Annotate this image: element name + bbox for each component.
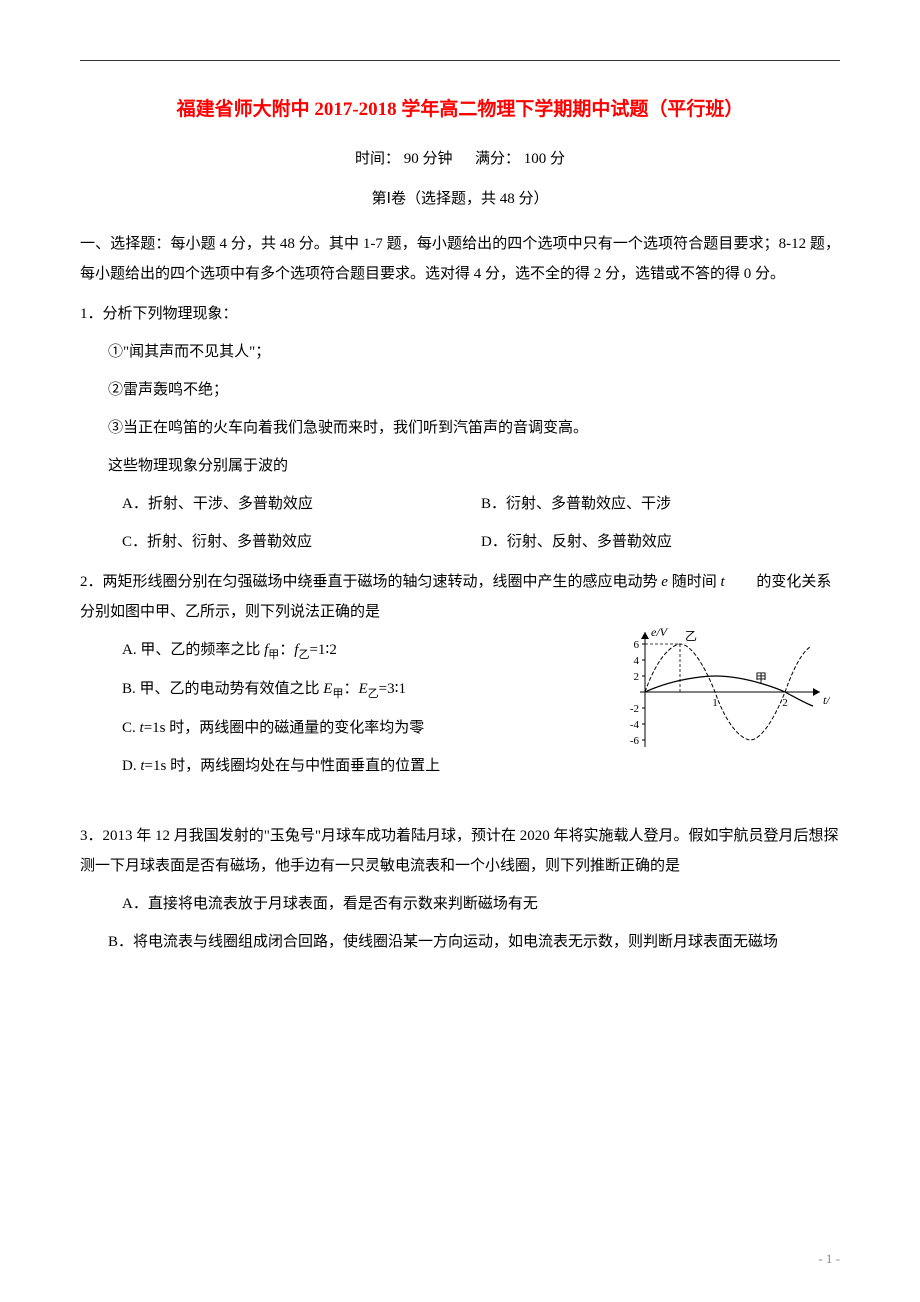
- q3-option-a: A．直接将电流表放于月球表面，看是否有示数来判断磁场有无: [80, 889, 840, 919]
- q2b-v2: E: [358, 681, 367, 697]
- question-1: 1．分析下列物理现象： ①"闻其声而不见其人"； ②雷声轰鸣不绝； ③当正在鸣笛…: [80, 299, 840, 557]
- svg-text:-4: -4: [630, 719, 640, 731]
- q1-stem: 1．分析下列物理现象：: [80, 299, 840, 329]
- q2a-s1: 甲: [268, 649, 279, 661]
- q2-var-t: t: [720, 574, 724, 590]
- q1-options-row-1: A．折射、干涉、多普勒效应 B．衍射、多普勒效应、干涉: [80, 489, 840, 519]
- svg-text:-6: -6: [630, 735, 640, 747]
- q1-option-c: C．折射、衍射、多普勒效应: [122, 527, 481, 557]
- section-label: 第Ⅰ卷（选择题，共 48 分）: [80, 184, 840, 214]
- q2-stem: 2．两矩形线圈分别在匀强磁场中绕垂直于磁场的轴匀速转动，线圈中产生的感应电动势 …: [80, 567, 840, 627]
- q3-option-b: B．将电流表与线圈组成闭合回路，使线圈沿某一方向运动，如电流表无示数，则判断月球…: [80, 927, 840, 957]
- q1-option-b: B．衍射、多普勒效应、干涉: [481, 489, 840, 519]
- instructions: 一、选择题：每小题 4 分，共 48 分。其中 1-7 题，每小题给出的四个选项…: [80, 229, 840, 289]
- time-label: 时间：: [355, 151, 400, 167]
- page-number: - 1 -: [818, 1246, 840, 1272]
- q2-var-e: e: [661, 574, 668, 590]
- svg-text:2: 2: [782, 697, 788, 709]
- q2-stem-text2: 随时间: [668, 574, 721, 590]
- svg-text:t/s: t/s: [823, 693, 830, 707]
- q2a-mid: ：: [279, 642, 294, 658]
- q2b-s1: 甲: [332, 688, 343, 700]
- q2a-post: =1∶2: [309, 642, 336, 658]
- q2a-s2: 乙: [298, 649, 309, 661]
- page-title: 福建省师大附中 2017-2018 学年高二物理下学期期中试题（平行班）: [80, 91, 840, 129]
- q2d-post: =1s 时，两线圈均处在与中性面垂直的位置上: [145, 758, 441, 774]
- svg-text:-2: -2: [630, 703, 639, 715]
- q1-option-d: D．衍射、反射、多普勒效应: [481, 527, 840, 557]
- q2a-pre: A. 甲、乙的频率之比: [122, 642, 264, 658]
- score-value: 100 分: [524, 151, 565, 167]
- score-label: 满分：: [475, 151, 520, 167]
- q2d-pre: D.: [122, 758, 140, 774]
- q1-item-2: ②雷声轰鸣不绝；: [80, 375, 840, 405]
- q1-options-row-2: C．折射、衍射、多普勒效应 D．衍射、反射、多普勒效应: [80, 527, 840, 557]
- svg-text:e/V: e/V: [651, 627, 669, 639]
- svg-text:乙: 乙: [685, 629, 697, 643]
- q1-item-3: ③当正在鸣笛的火车向着我们急驶而来时，我们听到汽笛声的音调变高。: [80, 413, 840, 443]
- exam-meta: 时间： 90 分钟 满分： 100 分: [80, 144, 840, 174]
- svg-text:1: 1: [712, 697, 718, 709]
- svg-text:4: 4: [634, 655, 640, 667]
- q2b-s2: 乙: [368, 688, 379, 700]
- svg-text:2: 2: [634, 671, 640, 683]
- q2b-mid: ：: [343, 681, 358, 697]
- q1-prompt: 这些物理现象分别属于波的: [80, 451, 840, 481]
- q2-chart: 6 4 2 -2 -4 -6 1 2: [615, 627, 830, 768]
- question-2: 2．两矩形线圈分别在匀强磁场中绕垂直于磁场的轴匀速转动，线圈中产生的感应电动势 …: [80, 567, 840, 781]
- svg-text:6: 6: [634, 639, 640, 651]
- top-divider: [80, 60, 840, 61]
- question-3: 3．2013 年 12 月我国发射的"玉兔号"月球车成功着陆月球，预计在 202…: [80, 821, 840, 957]
- q2c-post: =1s 时，两线圈中的磁通量的变化率均为零: [144, 720, 425, 736]
- q3-stem: 3．2013 年 12 月我国发射的"玉兔号"月球车成功着陆月球，预计在 202…: [80, 821, 840, 881]
- q1-item-1: ①"闻其声而不见其人"；: [80, 337, 840, 367]
- q1-option-a: A．折射、干涉、多普勒效应: [122, 489, 481, 519]
- q2b-post: =3∶1: [379, 681, 406, 697]
- q2b-pre: B. 甲、乙的电动势有效值之比: [122, 681, 323, 697]
- time-value: 90 分钟: [404, 151, 453, 167]
- svg-text:甲: 甲: [755, 671, 767, 685]
- q2c-pre: C.: [122, 720, 140, 736]
- q2-stem-text1: 2．两矩形线圈分别在匀强磁场中绕垂直于磁场的轴匀速转动，线圈中产生的感应电动势: [80, 574, 661, 590]
